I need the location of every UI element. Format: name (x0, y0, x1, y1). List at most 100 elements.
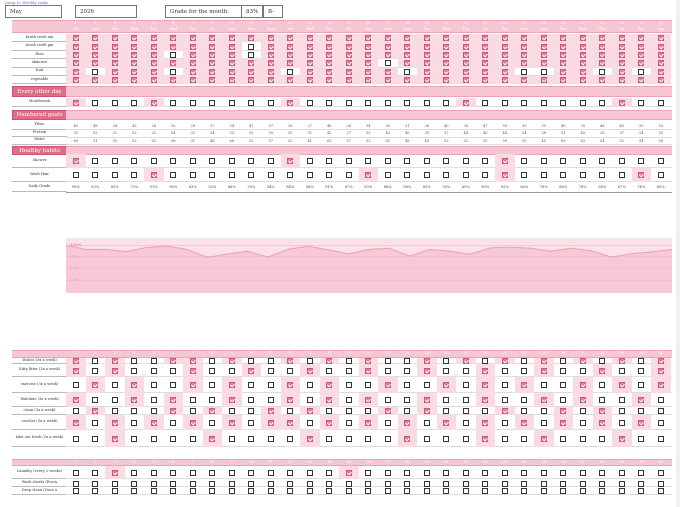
task-checkbox[interactable] (521, 158, 527, 164)
weekly-checkbox[interactable] (326, 397, 332, 403)
task-checkbox[interactable] (579, 52, 586, 58)
task-checkbox[interactable] (638, 60, 644, 67)
weekly-checkbox[interactable] (521, 358, 527, 364)
weekly-checkbox[interactable] (209, 358, 215, 364)
task-checkbox[interactable] (248, 43, 254, 50)
task-checkbox[interactable] (618, 43, 625, 50)
goal-value[interactable]: 59 (502, 138, 508, 143)
task-checkbox[interactable] (618, 158, 625, 164)
goal-value[interactable]: 43 (131, 123, 137, 128)
monthly-checkbox[interactable] (92, 488, 98, 494)
weekly-checkbox[interactable] (443, 382, 449, 388)
goal-value[interactable]: 28 (541, 131, 547, 135)
task-checkbox[interactable] (560, 99, 566, 106)
weekly-checkbox[interactable] (657, 382, 664, 388)
task-checkbox[interactable] (599, 35, 605, 42)
task-checkbox[interactable] (150, 43, 157, 50)
goal-value[interactable]: 31 (404, 123, 410, 128)
weekly-checkbox[interactable] (170, 435, 176, 442)
task-checkbox[interactable] (92, 43, 98, 50)
weekly-checkbox[interactable] (384, 408, 391, 414)
goal-value[interactable]: 31 (560, 131, 566, 135)
weekly-checkbox[interactable] (638, 435, 644, 442)
task-checkbox[interactable] (618, 35, 625, 42)
monthly-checkbox[interactable] (638, 488, 644, 494)
monthly-checkbox[interactable] (306, 480, 313, 487)
weekly-checkbox[interactable] (111, 382, 118, 388)
weekly-checkbox[interactable] (384, 382, 391, 388)
goal-value[interactable]: 28 (599, 131, 605, 135)
goal-value[interactable]: 46 (599, 123, 605, 128)
weekly-checkbox[interactable] (228, 397, 235, 403)
task-checkbox[interactable] (150, 68, 157, 75)
weekly-checkbox[interactable] (248, 435, 254, 442)
task-checkbox[interactable] (482, 99, 488, 106)
weekly-checkbox[interactable] (365, 367, 371, 374)
weekly-checkbox[interactable] (560, 397, 566, 403)
weekly-checkbox[interactable] (618, 367, 625, 374)
monthly-checkbox[interactable] (170, 480, 176, 487)
goal-value[interactable]: 53 (365, 138, 371, 143)
weekly-checkbox[interactable] (345, 435, 352, 442)
task-checkbox[interactable] (345, 158, 352, 164)
weekly-checkbox[interactable] (267, 358, 274, 364)
monthly-checkbox[interactable] (248, 469, 254, 476)
task-checkbox[interactable] (111, 52, 118, 58)
weekly-checkbox[interactable] (287, 419, 293, 426)
weekly-checkbox[interactable] (72, 435, 79, 442)
task-checkbox[interactable] (560, 52, 566, 58)
goal-value[interactable]: 33 (229, 131, 235, 135)
weekly-checkbox[interactable] (72, 419, 79, 426)
task-checkbox[interactable] (287, 99, 293, 106)
goal-value[interactable]: 45 (619, 123, 625, 128)
monthly-checkbox[interactable] (287, 469, 293, 476)
weekly-checkbox[interactable] (443, 367, 449, 374)
weekly-checkbox[interactable] (365, 435, 371, 442)
task-checkbox[interactable] (209, 52, 215, 58)
task-checkbox[interactable] (579, 172, 586, 178)
weekly-checkbox[interactable] (189, 367, 196, 374)
monthly-checkbox[interactable] (599, 488, 605, 494)
monthly-checkbox[interactable] (579, 480, 586, 487)
task-checkbox[interactable] (92, 172, 98, 178)
monthly-checkbox[interactable] (638, 469, 644, 476)
monthly-checkbox[interactable] (618, 480, 625, 487)
task-checkbox[interactable] (365, 60, 371, 67)
monthly-checkbox[interactable] (150, 469, 157, 476)
task-checkbox[interactable] (209, 35, 215, 42)
task-checkbox[interactable] (228, 35, 235, 42)
goal-value[interactable]: 35 (385, 123, 391, 128)
weekly-checkbox[interactable] (443, 435, 449, 442)
monthly-checkbox[interactable] (423, 488, 430, 494)
task-checkbox[interactable] (560, 77, 566, 84)
weekly-checkbox[interactable] (189, 419, 196, 426)
goal-value[interactable]: 40 (482, 131, 488, 135)
task-checkbox[interactable] (657, 52, 664, 58)
goal-value[interactable]: 55 (92, 131, 98, 135)
monthly-checkbox[interactable] (657, 488, 664, 494)
weekly-checkbox[interactable] (443, 408, 449, 414)
goal-value[interactable]: 63 (580, 138, 586, 143)
weekly-checkbox[interactable] (657, 419, 664, 426)
task-checkbox[interactable] (267, 60, 274, 67)
goal-value[interactable]: 55 (73, 131, 79, 135)
task-checkbox[interactable] (657, 68, 664, 75)
goal-value[interactable]: 21 (112, 131, 118, 135)
weekly-checkbox[interactable] (657, 435, 664, 442)
goal-value[interactable]: 38 (424, 123, 430, 128)
goal-value[interactable]: 63 (326, 138, 332, 143)
task-checkbox[interactable] (326, 43, 332, 50)
task-checkbox[interactable] (189, 99, 196, 106)
weekly-checkbox[interactable] (326, 367, 332, 374)
monthly-checkbox[interactable] (384, 480, 391, 487)
weekly-checkbox[interactable] (170, 358, 176, 364)
task-checkbox[interactable] (287, 35, 293, 42)
task-checkbox[interactable] (92, 68, 98, 75)
goal-value[interactable]: 27 (307, 123, 313, 128)
weekly-checkbox[interactable] (131, 358, 137, 364)
task-checkbox[interactable] (501, 158, 508, 164)
task-checkbox[interactable] (248, 77, 254, 84)
weekly-checkbox[interactable] (72, 382, 79, 388)
task-checkbox[interactable] (345, 52, 352, 58)
task-checkbox[interactable] (384, 172, 391, 178)
